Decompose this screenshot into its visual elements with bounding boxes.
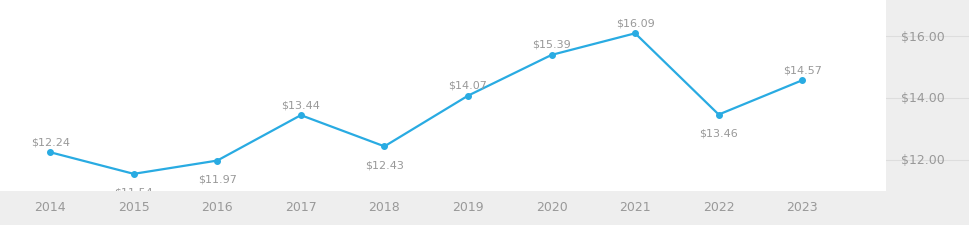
Text: 2021: 2021 (618, 200, 650, 213)
Text: 2015: 2015 (117, 200, 149, 213)
Text: 2016: 2016 (202, 200, 233, 213)
Text: $12.00: $12.00 (900, 153, 944, 166)
Text: $14.57: $14.57 (782, 65, 821, 75)
Text: $14.07: $14.07 (448, 80, 487, 90)
Text: $15.39: $15.39 (532, 40, 571, 50)
Text: 2017: 2017 (285, 200, 317, 213)
Text: $13.44: $13.44 (281, 100, 320, 110)
Text: 2019: 2019 (452, 200, 484, 213)
Text: 2014: 2014 (34, 200, 66, 213)
Text: $16.09: $16.09 (615, 18, 654, 28)
Text: $12.24: $12.24 (31, 137, 70, 146)
Text: 2018: 2018 (368, 200, 400, 213)
Text: $16.00: $16.00 (900, 30, 944, 43)
Text: $11.54: $11.54 (114, 187, 153, 197)
Text: 2020: 2020 (535, 200, 567, 213)
Text: 2022: 2022 (703, 200, 734, 213)
Text: $12.43: $12.43 (364, 160, 403, 170)
Text: 2023: 2023 (786, 200, 817, 213)
Text: $14.00: $14.00 (900, 92, 944, 105)
Text: $13.46: $13.46 (699, 128, 737, 138)
Text: $11.97: $11.97 (198, 174, 236, 184)
